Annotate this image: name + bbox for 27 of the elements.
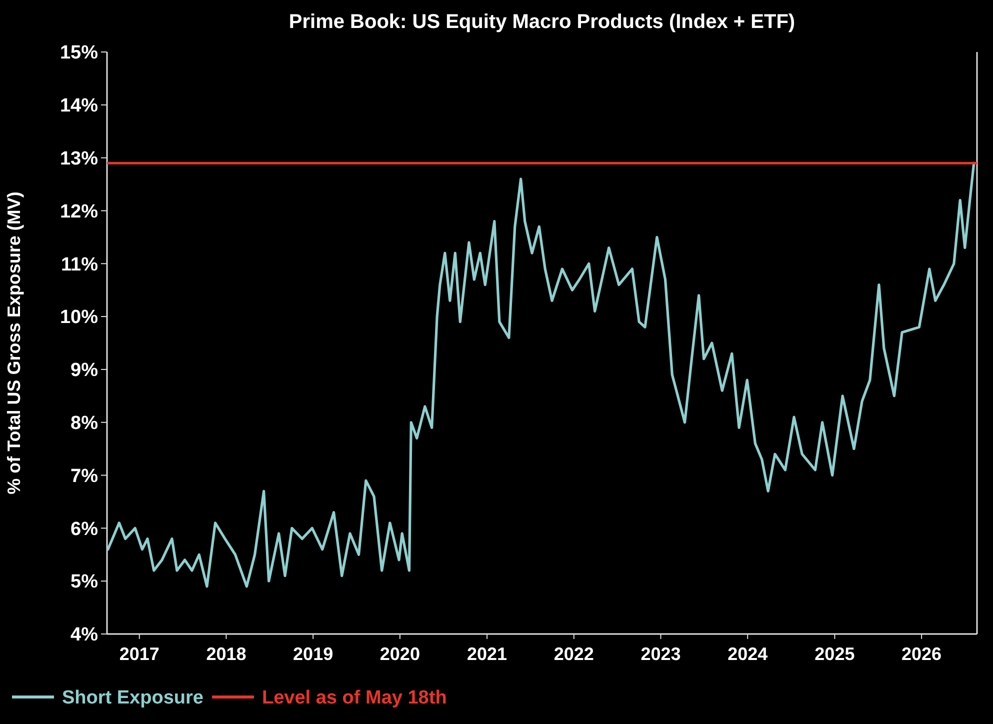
x-tick-label: 2020 xyxy=(380,644,420,664)
chart-title: Prime Book: US Equity Macro Products (Index + ETF) xyxy=(288,11,796,33)
legend-label: Level as of May 18th xyxy=(262,688,447,709)
y-tick-label: 8% xyxy=(70,413,98,434)
x-tick-label: 2026 xyxy=(902,644,942,664)
y-tick-label: 4% xyxy=(70,624,98,646)
x-tick-label: 2025 xyxy=(814,644,855,664)
x-tick-label: 2018 xyxy=(206,644,246,664)
legend-label: Short Exposure xyxy=(62,688,204,709)
y-axis-title: % of Total US Gross Exposure (MV) xyxy=(4,192,24,494)
y-tick-label: 12% xyxy=(60,201,98,222)
x-tick-label: 2021 xyxy=(467,644,508,664)
x-tick-label: 2022 xyxy=(554,644,594,664)
x-tick-label: 2019 xyxy=(293,644,334,664)
y-tick-label: 10% xyxy=(60,307,98,328)
y-tick-label: 9% xyxy=(70,360,98,382)
y-tick-label: 14% xyxy=(60,96,98,117)
x-tick-label: 2023 xyxy=(640,644,681,664)
y-tick-label: 13% xyxy=(60,148,98,170)
x-tick-label: 2017 xyxy=(119,644,160,664)
y-tick-label: 5% xyxy=(70,572,98,593)
line-series xyxy=(106,162,976,588)
x-tick-label: 2024 xyxy=(728,644,768,664)
y-tick-label: 15% xyxy=(60,42,98,64)
y-tick-label: 11% xyxy=(61,254,98,276)
y-tick-label: 7% xyxy=(70,466,98,487)
y-tick-label: 6% xyxy=(70,518,98,540)
